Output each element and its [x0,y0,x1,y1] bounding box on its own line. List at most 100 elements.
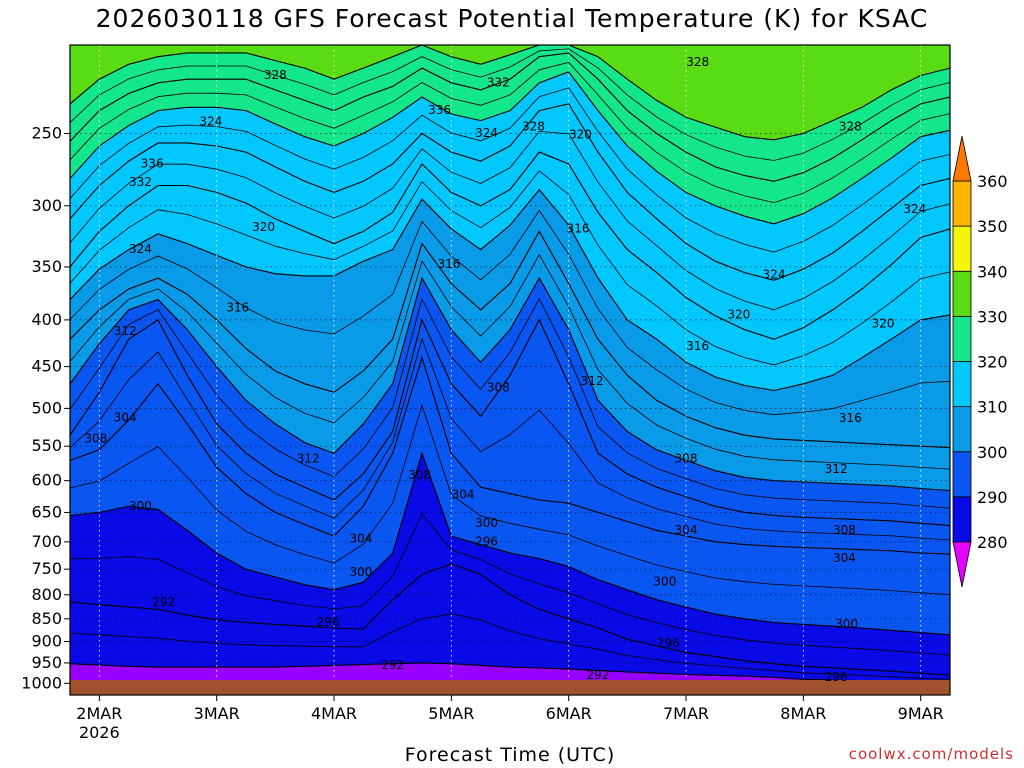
contour-label: 304 [675,523,698,537]
isentrope-332 [70,71,950,225]
contour-label: 324 [129,242,152,256]
colorbar-band [952,361,972,408]
x-tick-label: 5MAR [428,704,474,723]
y-tick-label: 550 [31,436,62,455]
fill-layer-296 [70,453,950,676]
y-tick-label: 950 [31,653,62,672]
contour-label: 304 [833,551,856,565]
contour-label: 312 [114,324,137,338]
fill-layer-336 [70,45,950,182]
contour-label: 296 [825,670,848,684]
contour-label: 308 [833,523,856,537]
contour-label: 304 [452,487,475,501]
y-tick-label: 300 [31,196,62,215]
colorbar-band [952,315,972,362]
contour-label: 292 [381,658,404,672]
contour-label: 332 [129,175,152,189]
isentrope-324 [70,151,950,340]
terrain-strip [70,680,950,695]
chart-title: 2026030118 GFS Forecast Potential Temper… [95,4,929,33]
fill-layer-324 [70,103,950,340]
colorbar-band [952,406,972,453]
fill-layer-316 [70,189,950,448]
fill-layer-340 [70,45,950,140]
y-tick-label: 700 [31,532,62,551]
y-tick-label: 800 [31,585,62,604]
contour-label: 300 [653,575,676,589]
x-tick-label: 3MAR [194,704,240,723]
isentrope-308 [70,318,950,527]
colorbar-label: 340 [977,262,1008,281]
plot-frame [69,44,951,696]
colorbar-label: 280 [977,533,1008,552]
fill-layer-328 [70,71,950,281]
colorbar-label: 320 [977,353,1008,372]
colorbar-arrow-bottom [952,541,972,588]
contour-label: 336 [141,157,164,171]
fill-layer-320 [70,152,950,391]
contour-label: 300 [129,499,152,513]
contour-label: 328 [839,120,862,134]
x-tick-label: 2MAR [76,704,122,723]
contour-label: 324 [903,202,926,216]
isentrope-292 [70,662,950,684]
fill-layer-292 [70,563,950,684]
contour-label: 304 [350,531,373,545]
contour-label: 308 [84,431,107,445]
contour-label: 308 [675,451,698,465]
y-tick-label: 250 [31,123,62,142]
isentrope-minor [70,61,950,204]
contour-label: 296 [475,534,498,548]
y-tick-label: 750 [31,559,62,578]
colorbar-arrow-top [952,135,972,182]
y-tick-label: 350 [31,257,62,276]
contour-label: 328 [522,120,545,134]
x-axis: 2MAR 3MAR 4MAR 5MAR 6MAR 7MAR 8MAR 9MAR 2026 [76,695,944,742]
y-tick-label: 600 [31,471,62,490]
colorbar-label: 300 [977,443,1008,462]
contour-label: 296 [657,636,680,650]
isentrope-minor [70,130,950,311]
contour-label: 316 [438,257,461,271]
y-tick-label: 450 [31,357,62,376]
fill-layer-300 [70,357,950,635]
y-tick-label: 400 [31,310,62,329]
contour-label: 296 [317,615,340,629]
colorbar-band [952,180,972,227]
y-tick-label: 850 [31,609,62,628]
contour-label: 320 [872,316,895,330]
contour-label: 312 [581,374,604,388]
x-axis-title: Forecast Time (UTC) [404,744,616,766]
contour-label: 324 [475,126,498,140]
x-tick-label: 6MAR [546,704,592,723]
contour-label: 304 [114,410,137,424]
contour-label: 312 [825,462,848,476]
colorbar-band [952,496,972,543]
fill-layer-312 [70,231,950,491]
x-tick-label: 9MAR [898,704,944,723]
colorbar-label: 290 [977,488,1008,507]
colorbar-band [952,270,972,317]
contour-label: 308 [487,381,510,395]
contour-label: 312 [297,451,320,465]
contour-label: 292 [152,595,175,609]
y-tick-label: 1000 [21,673,62,692]
contour-label: 316 [567,221,590,235]
fill-layer-304 [70,319,950,555]
contour-label: 300 [835,617,858,631]
contour-label: 316 [686,339,709,353]
fill-layer-308 [70,278,950,526]
isentrope-fills [70,45,950,695]
x-tick-label: 7MAR [663,704,709,723]
y-tick-label: 500 [31,398,62,417]
contour-label: 324 [199,115,222,129]
contour-label: 336 [428,103,451,117]
contour-label: 316 [839,411,862,425]
contour-label: 300 [475,516,498,530]
isentrope-300 [70,451,950,636]
y-tick-label: 900 [31,631,62,650]
contour-labels: 336 332 324 328 324 320 316 312 308 304 300 292 296 2… [84,55,926,684]
isentrope-minor [70,613,950,680]
x-tick-year: 2026 [79,723,120,742]
credit-text: coolwx.com/models [848,745,1014,763]
